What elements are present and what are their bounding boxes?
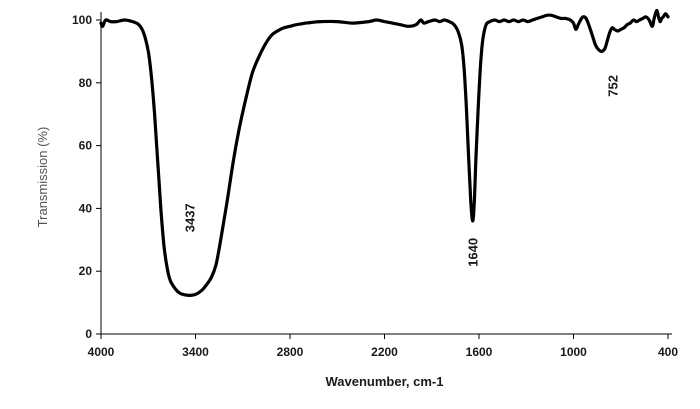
peak-label: 3437 bbox=[183, 203, 198, 232]
x-tick-label: 2800 bbox=[277, 345, 304, 359]
x-tick-label: 2200 bbox=[371, 345, 398, 359]
x-tick-label: 1000 bbox=[560, 345, 587, 359]
x-tick-label: 4000 bbox=[88, 345, 115, 359]
x-tick-label: 3400 bbox=[182, 345, 209, 359]
x-tick-label: 1600 bbox=[466, 345, 493, 359]
y-tick-label: 100 bbox=[72, 13, 92, 27]
x-tick-label: 400 bbox=[658, 345, 678, 359]
peak-label: 1640 bbox=[466, 238, 481, 267]
y-tick-label: 20 bbox=[79, 264, 93, 278]
peak-annotations: 3437 1640 752 bbox=[183, 75, 621, 267]
y-tick-label: 80 bbox=[79, 76, 93, 90]
tick-marks bbox=[96, 19, 669, 339]
transmission-series-line bbox=[99, 8, 670, 297]
y-axis-title: Transmission (%) bbox=[35, 127, 50, 228]
y-tick-label: 0 bbox=[85, 327, 92, 341]
y-tick-label: 60 bbox=[79, 139, 93, 153]
x-axis-title: Wavenumber, cm-1 bbox=[325, 374, 443, 389]
y-tick-label: 40 bbox=[79, 201, 93, 215]
peak-label: 752 bbox=[606, 75, 621, 97]
tick-labels: 0 20 40 60 80 100 4000 3400 2800 2200 1600 1000 400 bbox=[72, 13, 678, 359]
